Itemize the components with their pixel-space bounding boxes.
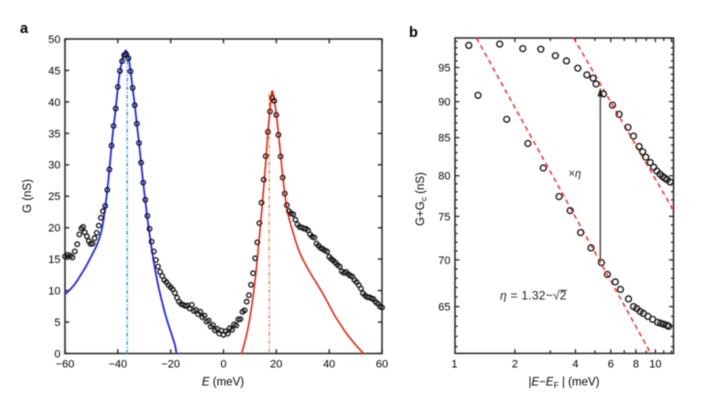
svg-text:20: 20 bbox=[270, 359, 282, 371]
svg-text:−20: −20 bbox=[161, 359, 180, 371]
svg-text:1: 1 bbox=[451, 359, 457, 371]
svg-text:40: 40 bbox=[48, 97, 60, 109]
svg-text:15: 15 bbox=[48, 254, 60, 266]
svg-text:70: 70 bbox=[438, 255, 450, 267]
svg-text:4: 4 bbox=[572, 359, 578, 371]
svg-text:−40: −40 bbox=[108, 359, 127, 371]
svg-text:a: a bbox=[20, 21, 29, 37]
svg-text:50: 50 bbox=[48, 34, 60, 46]
svg-text:|E−EF | (meV): |E−EF | (meV) bbox=[529, 377, 600, 391]
svg-text:×η: ×η bbox=[569, 168, 582, 180]
svg-text:0: 0 bbox=[54, 348, 60, 360]
svg-text:8: 8 bbox=[633, 359, 639, 371]
svg-text:80: 80 bbox=[438, 171, 450, 183]
svg-text:90: 90 bbox=[438, 97, 450, 109]
svg-text:45: 45 bbox=[48, 65, 60, 77]
svg-text:10: 10 bbox=[649, 359, 661, 371]
svg-text:6: 6 bbox=[608, 359, 614, 371]
svg-text:20: 20 bbox=[48, 223, 60, 235]
svg-text:65: 65 bbox=[438, 302, 450, 314]
svg-text:30: 30 bbox=[48, 160, 60, 172]
svg-text:25: 25 bbox=[48, 191, 60, 203]
svg-text:b: b bbox=[409, 25, 418, 41]
svg-text:E (meV): E (meV) bbox=[202, 377, 244, 389]
svg-text:85: 85 bbox=[438, 133, 450, 145]
svg-text:G (nS): G (nS) bbox=[22, 179, 34, 213]
svg-text:G+Gc (nS): G+Gc (nS) bbox=[415, 172, 429, 226]
svg-text:35: 35 bbox=[48, 128, 60, 140]
svg-text:75: 75 bbox=[438, 211, 450, 223]
svg-text:95: 95 bbox=[438, 62, 450, 74]
svg-text:2: 2 bbox=[512, 359, 518, 371]
svg-text:0: 0 bbox=[220, 359, 226, 371]
svg-text:5: 5 bbox=[54, 317, 60, 329]
svg-text:η = 1.32~√2: η = 1.32~√2 bbox=[500, 289, 567, 303]
svg-text:−60: −60 bbox=[56, 359, 75, 371]
svg-text:40: 40 bbox=[323, 359, 335, 371]
svg-text:10: 10 bbox=[48, 286, 60, 298]
svg-text:60: 60 bbox=[376, 359, 388, 371]
